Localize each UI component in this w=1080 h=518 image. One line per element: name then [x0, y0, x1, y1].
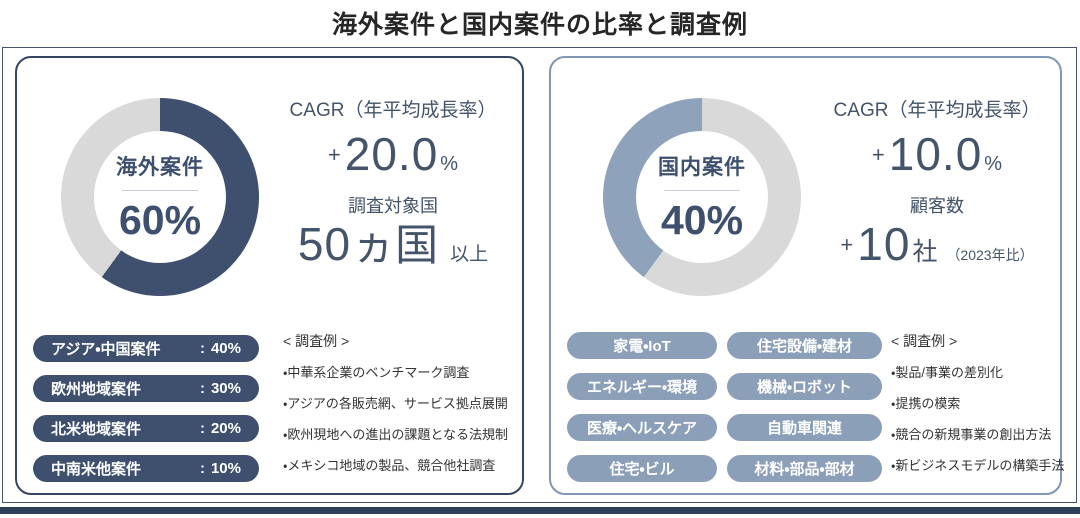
region-share-pill: アジア・中国案件 : 40% — [33, 335, 259, 362]
overseas-donut-divider — [122, 189, 198, 191]
overseas-donut-hole: 海外案件 60% — [94, 131, 226, 263]
overseas-donut-chart: 海外案件 60% — [61, 98, 259, 296]
survey-example-item: ・欧州現地への進出の課題となる法規制 — [283, 426, 509, 442]
customer-count-unit: 社 — [912, 237, 938, 266]
domestic-donut-hole: 国内案件 40% — [636, 131, 768, 263]
survey-examples-header: < 調査例 > — [891, 333, 958, 349]
percent-sign: % — [984, 153, 1003, 175]
region-label: 欧州地域案件 — [51, 381, 142, 398]
overseas-countries-value-row: 50 ヵ国 以上 — [265, 217, 521, 270]
category-pill: 住宅・ビル — [567, 455, 717, 482]
countries-unit: ヵ国 — [352, 221, 439, 270]
plus-sign: + — [840, 231, 854, 257]
category-pill: 家電・IoT — [567, 332, 717, 359]
colon: : — [199, 340, 205, 357]
plus-sign: + — [871, 142, 885, 167]
domestic-survey-examples: < 調査例 > ・製品/事業の差別化 ・提携の模索 ・競合の新規事業の創出方法 … — [891, 331, 1065, 490]
survey-example-item: ・メキシコ地域の製品、競合他社調査 — [283, 457, 496, 473]
domestic-stats: CAGR（年平均成長率） + 10.0 % 顧客数 + 10 社 （2023年比… — [819, 98, 1055, 269]
overseas-cagr-value: 20.0 — [344, 128, 439, 180]
domestic-donut-value: 40% — [660, 196, 744, 243]
category-pill: 材料・部品・部材 — [727, 455, 882, 482]
region-value: 40% — [210, 340, 241, 357]
category-pill: 自動車関連 — [727, 414, 882, 441]
content-frame — [2, 47, 1077, 503]
overseas-countries-value: 50 — [297, 217, 352, 270]
overseas-panel: 海外案件 60% CAGR（年平均成長率） + 20.0 % 調査対象国 50 … — [15, 56, 524, 495]
region-share-pill: 欧州地域案件 : 30% — [33, 375, 259, 402]
domestic-donut-label: 国内案件 — [658, 155, 746, 179]
overseas-cagr-label: CAGR（年平均成長率） — [289, 100, 497, 121]
domestic-panel: 国内案件 40% CAGR（年平均成長率） + 10.0 % 顧客数 + 10 … — [549, 56, 1065, 495]
customer-count-value: 10 — [857, 217, 911, 270]
customer-count-label: 顧客数 — [910, 195, 964, 216]
region-label: アジア・中国案件 — [51, 341, 161, 358]
domestic-cagr-label: CAGR（年平均成長率） — [833, 100, 1041, 121]
region-value: 20% — [210, 420, 241, 437]
region-label: 北米地域案件 — [51, 421, 142, 438]
survey-example-item: ・競合の新規事業の創出方法 — [891, 426, 1052, 442]
region-value: 30% — [210, 380, 241, 397]
survey-example-item: ・提携の模索 — [891, 395, 961, 411]
region-value: 10% — [210, 460, 241, 477]
overseas-donut-value: 60% — [118, 196, 202, 243]
category-pill: 医療・ヘルスケア — [567, 414, 717, 441]
domestic-cagr-value-row: + 10.0 % — [819, 128, 1055, 180]
customer-count-value-row: + 10 社 （2023年比） — [819, 217, 1055, 270]
category-pill: 住宅設備・建材 — [727, 332, 882, 359]
colon: : — [199, 380, 205, 397]
region-share-pill: 中南米他案件 : 10% — [33, 455, 259, 482]
domestic-donut-chart: 国内案件 40% — [603, 98, 801, 296]
survey-example-item: ・アジアの各販売網、サービス拠点展開 — [283, 395, 508, 411]
domestic-category-list: 家電・IoT 住宅設備・建材 エネルギー・環境 機械・ロボット 医療・ヘルスケア… — [567, 332, 882, 482]
plus-sign: + — [327, 142, 341, 167]
colon: : — [199, 460, 205, 477]
page-title: 海外案件と国内案件の比率と調査例 — [331, 11, 748, 39]
survey-example-item: ・中華系企業のベンチマーク調査 — [283, 365, 470, 380]
overseas-cagr-value-row: + 20.0 % — [265, 128, 521, 180]
overseas-survey-examples: < 調査例 > ・中華系企業のベンチマーク調査 ・アジアの各販売網、サービス拠点… — [283, 331, 525, 490]
domestic-cagr-value: 10.0 — [888, 128, 983, 180]
overseas-countries-label: 調査対象国 — [348, 195, 438, 216]
percent-sign: % — [440, 153, 459, 175]
region-share-pill: 北米地域案件 : 20% — [33, 415, 259, 442]
survey-example-item: ・新ビジネスモデルの構築手法 — [891, 457, 1065, 473]
colon: : — [199, 420, 205, 437]
category-pill: エネルギー・環境 — [567, 373, 717, 400]
survey-examples-header: < 調査例 > — [283, 333, 350, 349]
countries-suffix: 以上 — [450, 243, 489, 265]
overseas-donut-label: 海外案件 — [116, 155, 204, 179]
bottom-accent-bar — [0, 507, 1080, 514]
survey-example-item: ・製品/事業の差別化 — [891, 365, 1004, 380]
domestic-donut-divider — [664, 189, 740, 191]
region-label: 中南米他案件 — [51, 461, 142, 478]
customer-count-note: （2023年比） — [946, 246, 1034, 263]
category-pill: 機械・ロボット — [727, 373, 882, 400]
overseas-stats: CAGR（年平均成長率） + 20.0 % 調査対象国 50 ヵ国 以上 — [265, 98, 521, 269]
overseas-breakdown-list: アジア・中国案件 : 40% 欧州地域案件 : 30% 北米地域案件 : 20%… — [33, 335, 259, 495]
